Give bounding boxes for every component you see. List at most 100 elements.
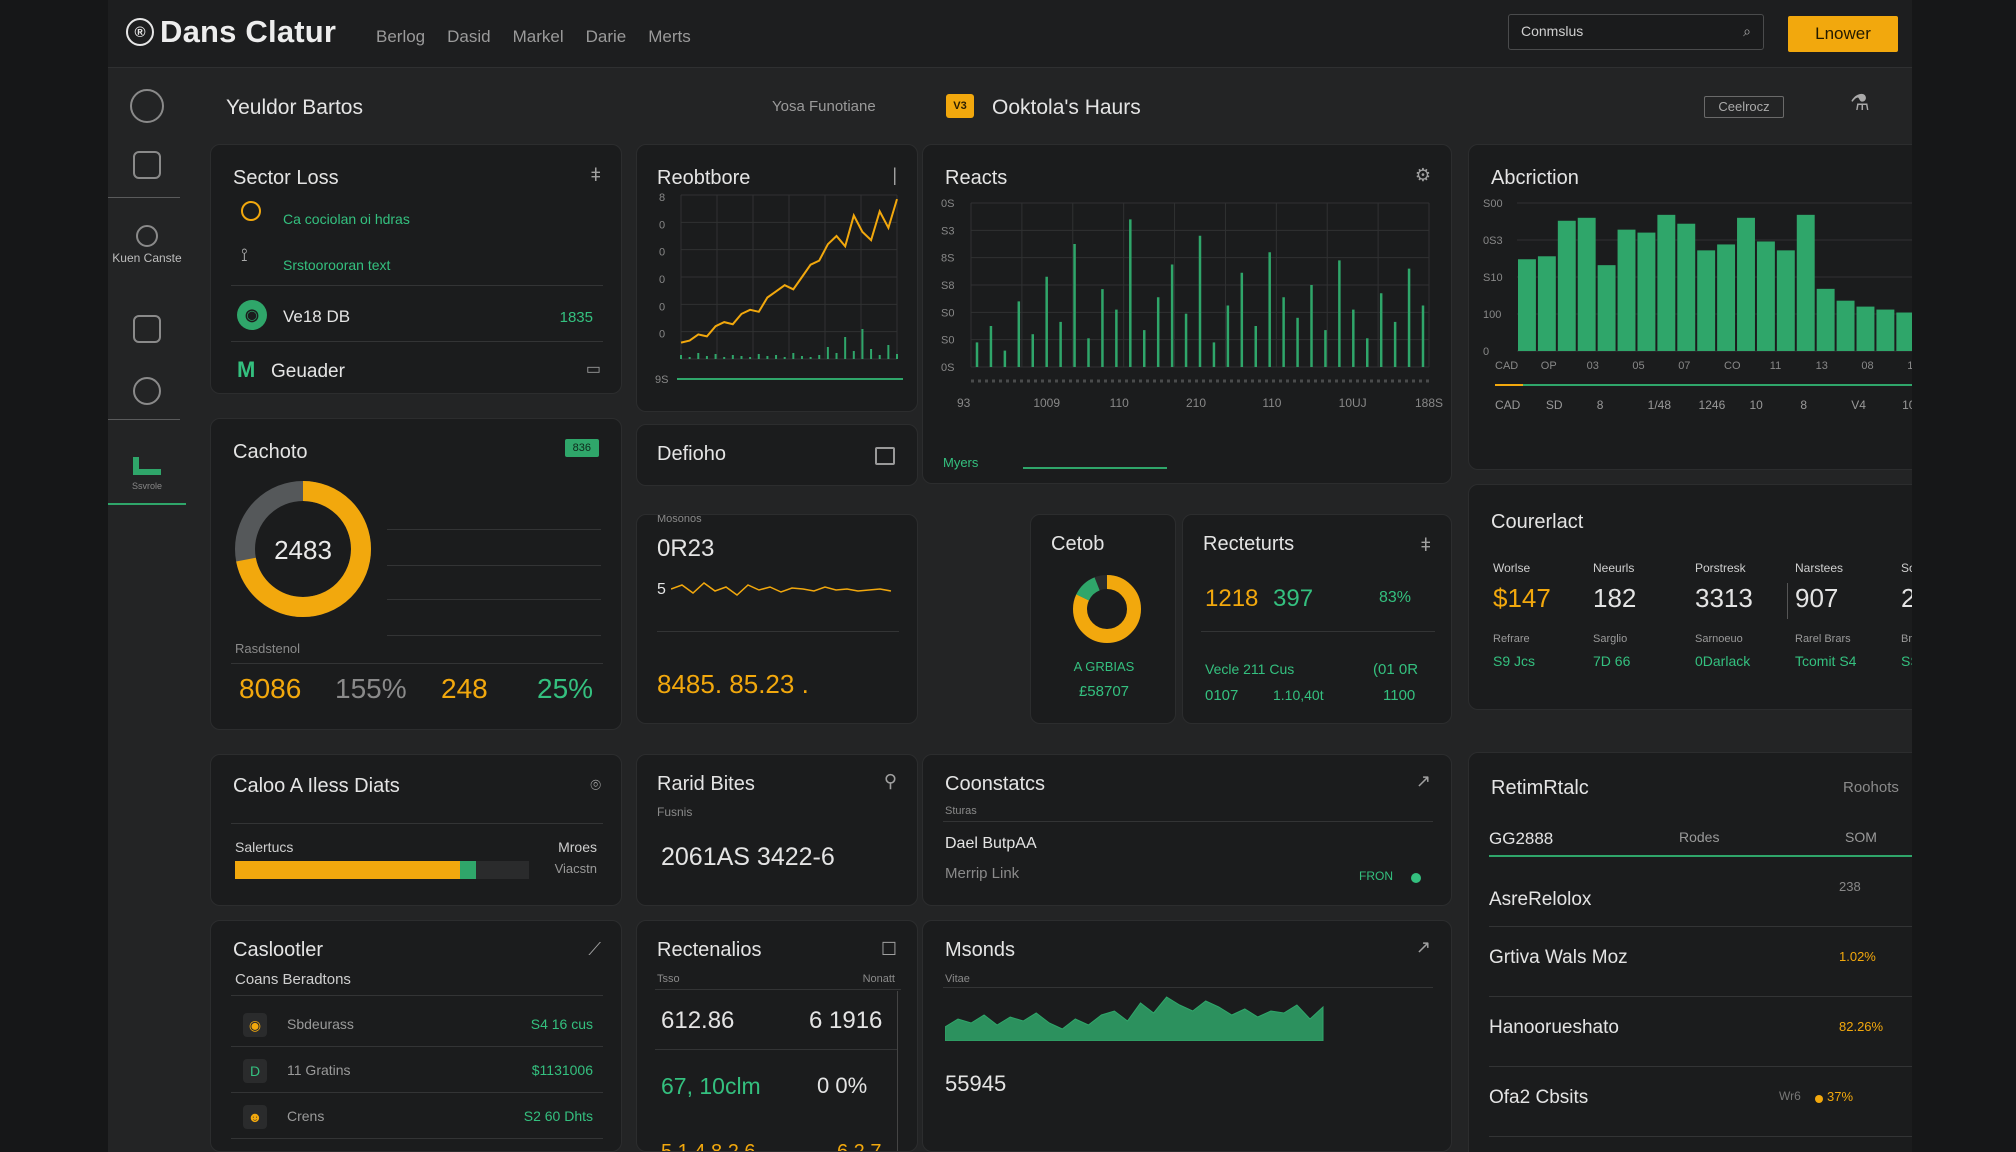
area-chart — [945, 996, 1324, 1041]
x-tick-label: CO — [1724, 360, 1741, 372]
sidebar-item-people[interactable] — [108, 377, 186, 405]
progress-fill — [235, 861, 477, 879]
list-item[interactable]: D 11 Gratins $1131006 — [231, 1047, 603, 1093]
primary-action-button[interactable]: Lnower — [1788, 16, 1898, 52]
more-icon[interactable]: | — [892, 165, 897, 185]
search-input[interactable] — [1521, 23, 1721, 39]
donut-value: 2483 — [274, 535, 332, 565]
column-header[interactable]: Rodes — [1679, 829, 1720, 845]
chart-legend: Myers — [943, 455, 979, 470]
series-line — [680, 198, 898, 344]
nav-item[interactable]: Dasid — [447, 27, 491, 46]
x-tick-label: 8 — [1597, 398, 1604, 412]
chart-icon — [133, 457, 161, 475]
pin-icon[interactable]: ǂ — [590, 165, 601, 185]
card-title: Coonstatcs — [945, 773, 1046, 795]
card-title: Sector Loss — [233, 167, 339, 189]
bar — [1836, 300, 1855, 351]
person-icon[interactable]: ⚲ — [883, 771, 897, 791]
table-cell: Vecle 211 Cus — [1205, 661, 1295, 677]
card-line: Dael ButpAA — [945, 835, 1037, 852]
list-item-label: 11 Gratins — [287, 1062, 351, 1078]
pin-icon[interactable]: ǂ — [1420, 535, 1431, 555]
checkbox-icon[interactable]: ☐ — [880, 939, 897, 959]
x-tick-label: 03 — [1587, 360, 1599, 372]
sidebar-item-ideas[interactable]: Kuen Canste — [108, 225, 186, 265]
logo[interactable]: ® Dans Clatur — [126, 14, 336, 50]
card-line[interactable]: Merrip Link — [945, 865, 1020, 882]
settings-icon[interactable]: ⚙ — [1414, 165, 1431, 185]
legend-line — [1023, 467, 1167, 469]
card-defioho[interactable]: Defioho — [636, 424, 918, 486]
card-title: Caloo A Iless Diats — [233, 775, 400, 797]
trend-icon[interactable]: ↗ — [1415, 771, 1431, 791]
checkbox-icon[interactable] — [875, 447, 895, 465]
x-tick-label: 08 — [1861, 360, 1873, 372]
location-icon[interactable]: ⌾ — [590, 775, 601, 795]
table-cell: (01 0R — [1373, 661, 1419, 678]
sidebar-divider — [108, 419, 180, 420]
sidebar-item-refresh[interactable] — [108, 89, 186, 123]
stat-value: $147 — [1493, 583, 1551, 613]
y-tick-label: 0 — [659, 301, 665, 313]
sidebar-item-document[interactable] — [108, 151, 186, 179]
chat-icon[interactable]: ▭ — [585, 361, 601, 378]
column-header[interactable]: SOM — [1845, 829, 1877, 845]
card-realtime-chart: Reobtbore | 8 0 0 0 0 0 9S — [636, 144, 918, 412]
table-header: Nonatt — [862, 973, 895, 985]
section-button[interactable]: Ceelrocz — [1704, 96, 1784, 118]
search-box[interactable]: ⌕ — [1508, 14, 1764, 50]
table-cell: 612.86 — [661, 1007, 735, 1034]
bar — [1577, 217, 1596, 351]
bar — [1617, 229, 1636, 351]
table-cell: 37% — [1827, 1089, 1854, 1104]
section-title: Yeuldor Bartos — [226, 96, 363, 119]
bar — [1537, 256, 1556, 351]
list-item[interactable]: ◉ Sbdeurass S4 16 cus — [231, 1001, 603, 1047]
table-cell: 67, 10clm — [661, 1073, 761, 1099]
x-tick-label: 05 — [1632, 360, 1644, 372]
list-item[interactable]: Geuader — [271, 361, 345, 382]
status-badge: 836 — [564, 439, 599, 457]
stat-subvalue: S9 Jcs — [1493, 653, 1536, 669]
sidebar-item-grid[interactable] — [108, 315, 186, 343]
stat-value: 25% — [537, 673, 594, 704]
x-tick-label: 13 — [1816, 360, 1828, 372]
card-reacts-chart: Reacts ⚙ 0S S3 8S S8 S0 S0 0S 93 1009 110 210 110 10… — [922, 144, 1452, 484]
card-header-right[interactable]: Roohots — [1843, 779, 1899, 796]
card-cachoto: Cachoto 836 2483 Rasdstenol 8086 155% 24… — [210, 418, 622, 730]
list-item[interactable]: ☻ Crens S2 60 Dhts — [231, 1093, 603, 1139]
y-tick-label: 8S — [941, 253, 954, 265]
trend-icon[interactable]: ↗ — [1415, 937, 1431, 957]
section-subtitle[interactable]: Yosa Funotiane — [772, 98, 876, 115]
x-tick-label: 13 — [1907, 360, 1912, 372]
edit-icon[interactable]: ⟋ — [588, 939, 601, 959]
y-tick-label: 0 — [659, 329, 665, 341]
list-item[interactable]: Srstoorooran text — [283, 257, 391, 273]
link-icon: ⟟ — [241, 245, 248, 265]
table-row[interactable]: AsreRelolox238324 — [1489, 857, 1912, 927]
nav-item[interactable]: Berlog — [376, 27, 426, 46]
x-tick-label: 188S — [1415, 396, 1443, 410]
area-path — [945, 996, 1324, 1041]
list-item[interactable]: Ca cociolan oi hdras — [283, 211, 410, 227]
nav-item[interactable]: Darie — [585, 27, 627, 46]
chat-icon: ☻ — [243, 1105, 267, 1129]
nav-item[interactable]: Markel — [512, 27, 564, 46]
grid-icon — [133, 315, 161, 343]
stat-subvalue: 7D 66 — [1593, 653, 1631, 669]
list-item[interactable]: Ve18 DB — [283, 307, 351, 326]
column-header[interactable]: GG2888 — [1489, 829, 1554, 848]
table-cell: 238 — [1839, 879, 1861, 894]
stat-header: Neeurls — [1593, 561, 1635, 575]
flask-icon[interactable]: ⚗ — [1850, 90, 1870, 115]
search-icon[interactable]: ⌕ — [1743, 23, 1751, 39]
sidebar-item-chart[interactable]: Ssvrole — [108, 457, 186, 493]
table-cell: Wr6 — [1779, 1089, 1801, 1103]
bulb-icon — [136, 225, 158, 247]
bar — [1717, 244, 1736, 351]
nav-item[interactable]: Merts — [648, 27, 691, 46]
